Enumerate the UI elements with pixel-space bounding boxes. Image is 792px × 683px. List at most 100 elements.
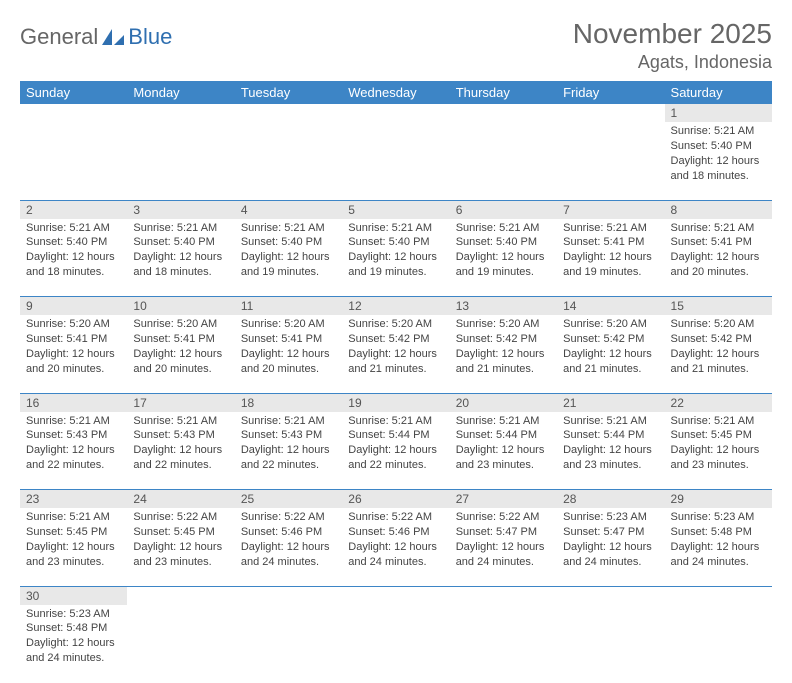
sunset-text: Sunset: 5:44 PM bbox=[348, 428, 443, 443]
day-cell: Sunrise: 5:20 AMSunset: 5:41 PMDaylight:… bbox=[127, 315, 234, 393]
weekday-header: Tuesday bbox=[235, 81, 342, 104]
weekday-header: Monday bbox=[127, 81, 234, 104]
daylight2-text: and 18 minutes. bbox=[133, 265, 228, 280]
day-number-cell: 7 bbox=[557, 200, 664, 219]
day-details: Sunrise: 5:20 AMSunset: 5:42 PMDaylight:… bbox=[342, 315, 449, 380]
daylight1-text: Daylight: 12 hours bbox=[671, 540, 766, 555]
day-cell: Sunrise: 5:23 AMSunset: 5:47 PMDaylight:… bbox=[557, 508, 664, 586]
daylight1-text: Daylight: 12 hours bbox=[563, 540, 658, 555]
day-cell bbox=[127, 605, 234, 683]
day-number-cell: 1 bbox=[665, 104, 772, 122]
sunset-text: Sunset: 5:42 PM bbox=[563, 332, 658, 347]
daylight2-text: and 24 minutes. bbox=[348, 555, 443, 570]
sunset-text: Sunset: 5:46 PM bbox=[348, 525, 443, 540]
sunset-text: Sunset: 5:42 PM bbox=[456, 332, 551, 347]
daylight1-text: Daylight: 12 hours bbox=[348, 250, 443, 265]
sunset-text: Sunset: 5:40 PM bbox=[133, 235, 228, 250]
daylight1-text: Daylight: 12 hours bbox=[241, 250, 336, 265]
sunrise-text: Sunrise: 5:21 AM bbox=[563, 414, 658, 429]
weekday-header: Friday bbox=[557, 81, 664, 104]
day-number-cell bbox=[342, 586, 449, 605]
day-details: Sunrise: 5:20 AMSunset: 5:42 PMDaylight:… bbox=[557, 315, 664, 380]
sunset-text: Sunset: 5:40 PM bbox=[26, 235, 121, 250]
day-cell: Sunrise: 5:21 AMSunset: 5:45 PMDaylight:… bbox=[20, 508, 127, 586]
sunset-text: Sunset: 5:40 PM bbox=[348, 235, 443, 250]
daylight1-text: Daylight: 12 hours bbox=[456, 250, 551, 265]
day-details: Sunrise: 5:22 AMSunset: 5:46 PMDaylight:… bbox=[235, 508, 342, 573]
day-details: Sunrise: 5:21 AMSunset: 5:40 PMDaylight:… bbox=[450, 219, 557, 284]
sunset-text: Sunset: 5:48 PM bbox=[671, 525, 766, 540]
sunrise-text: Sunrise: 5:23 AM bbox=[26, 607, 121, 622]
day-number-cell bbox=[127, 586, 234, 605]
day-number-cell: 4 bbox=[235, 200, 342, 219]
day-details: Sunrise: 5:21 AMSunset: 5:40 PMDaylight:… bbox=[235, 219, 342, 284]
daylight2-text: and 21 minutes. bbox=[563, 362, 658, 377]
day-number-cell bbox=[235, 104, 342, 122]
day-number-cell: 8 bbox=[665, 200, 772, 219]
day-cell: Sunrise: 5:21 AMSunset: 5:40 PMDaylight:… bbox=[342, 219, 449, 297]
day-cell: Sunrise: 5:22 AMSunset: 5:46 PMDaylight:… bbox=[342, 508, 449, 586]
daylight1-text: Daylight: 12 hours bbox=[241, 443, 336, 458]
day-cell: Sunrise: 5:21 AMSunset: 5:41 PMDaylight:… bbox=[557, 219, 664, 297]
daylight2-text: and 18 minutes. bbox=[26, 265, 121, 280]
logo-text-blue: Blue bbox=[128, 24, 172, 50]
day-cell: Sunrise: 5:21 AMSunset: 5:45 PMDaylight:… bbox=[665, 412, 772, 490]
daylight1-text: Daylight: 12 hours bbox=[671, 154, 766, 169]
daylight1-text: Daylight: 12 hours bbox=[671, 443, 766, 458]
day-details: Sunrise: 5:20 AMSunset: 5:41 PMDaylight:… bbox=[235, 315, 342, 380]
sunset-text: Sunset: 5:42 PM bbox=[671, 332, 766, 347]
day-details: Sunrise: 5:21 AMSunset: 5:45 PMDaylight:… bbox=[665, 412, 772, 477]
day-details: Sunrise: 5:21 AMSunset: 5:44 PMDaylight:… bbox=[450, 412, 557, 477]
daylight2-text: and 20 minutes. bbox=[26, 362, 121, 377]
sunset-text: Sunset: 5:42 PM bbox=[348, 332, 443, 347]
day-number-cell: 6 bbox=[450, 200, 557, 219]
day-details: Sunrise: 5:21 AMSunset: 5:40 PMDaylight:… bbox=[20, 219, 127, 284]
sunrise-text: Sunrise: 5:21 AM bbox=[671, 221, 766, 236]
sunset-text: Sunset: 5:40 PM bbox=[456, 235, 551, 250]
day-number-cell: 29 bbox=[665, 490, 772, 509]
daylight2-text: and 22 minutes. bbox=[241, 458, 336, 473]
sunrise-text: Sunrise: 5:21 AM bbox=[348, 414, 443, 429]
daylight1-text: Daylight: 12 hours bbox=[133, 540, 228, 555]
sunset-text: Sunset: 5:47 PM bbox=[563, 525, 658, 540]
day-details: Sunrise: 5:21 AMSunset: 5:44 PMDaylight:… bbox=[342, 412, 449, 477]
day-details: Sunrise: 5:23 AMSunset: 5:48 PMDaylight:… bbox=[20, 605, 127, 670]
sunrise-text: Sunrise: 5:20 AM bbox=[671, 317, 766, 332]
logo-sail-icon bbox=[100, 27, 126, 47]
sunset-text: Sunset: 5:40 PM bbox=[241, 235, 336, 250]
day-number-cell: 22 bbox=[665, 393, 772, 412]
sunrise-text: Sunrise: 5:21 AM bbox=[671, 124, 766, 139]
sunset-text: Sunset: 5:45 PM bbox=[671, 428, 766, 443]
day-cell: Sunrise: 5:22 AMSunset: 5:46 PMDaylight:… bbox=[235, 508, 342, 586]
daynum-row: 2345678 bbox=[20, 200, 772, 219]
day-cell: Sunrise: 5:21 AMSunset: 5:43 PMDaylight:… bbox=[235, 412, 342, 490]
day-cell: Sunrise: 5:20 AMSunset: 5:41 PMDaylight:… bbox=[235, 315, 342, 393]
sunset-text: Sunset: 5:43 PM bbox=[241, 428, 336, 443]
sunset-text: Sunset: 5:41 PM bbox=[241, 332, 336, 347]
day-cell: Sunrise: 5:23 AMSunset: 5:48 PMDaylight:… bbox=[665, 508, 772, 586]
day-number-cell: 17 bbox=[127, 393, 234, 412]
day-number-cell: 13 bbox=[450, 297, 557, 316]
logo: General Blue bbox=[20, 24, 172, 50]
sunset-text: Sunset: 5:41 PM bbox=[671, 235, 766, 250]
sunset-text: Sunset: 5:41 PM bbox=[133, 332, 228, 347]
sunrise-text: Sunrise: 5:21 AM bbox=[348, 221, 443, 236]
day-cell bbox=[342, 605, 449, 683]
sunset-text: Sunset: 5:44 PM bbox=[563, 428, 658, 443]
daylight2-text: and 24 minutes. bbox=[671, 555, 766, 570]
sunrise-text: Sunrise: 5:20 AM bbox=[348, 317, 443, 332]
day-details: Sunrise: 5:22 AMSunset: 5:46 PMDaylight:… bbox=[342, 508, 449, 573]
daylight1-text: Daylight: 12 hours bbox=[26, 636, 121, 651]
daylight2-text: and 21 minutes. bbox=[456, 362, 551, 377]
daylight1-text: Daylight: 12 hours bbox=[348, 443, 443, 458]
day-cell bbox=[342, 122, 449, 200]
daylight2-text: and 24 minutes. bbox=[241, 555, 336, 570]
logo-text-general: General bbox=[20, 24, 98, 50]
daylight1-text: Daylight: 12 hours bbox=[456, 540, 551, 555]
weekday-header: Saturday bbox=[665, 81, 772, 104]
daylight2-text: and 23 minutes. bbox=[671, 458, 766, 473]
daylight2-text: and 24 minutes. bbox=[456, 555, 551, 570]
day-number-cell: 12 bbox=[342, 297, 449, 316]
page-header: General Blue November 2025 Agats, Indone… bbox=[20, 18, 772, 73]
day-number-cell bbox=[665, 586, 772, 605]
